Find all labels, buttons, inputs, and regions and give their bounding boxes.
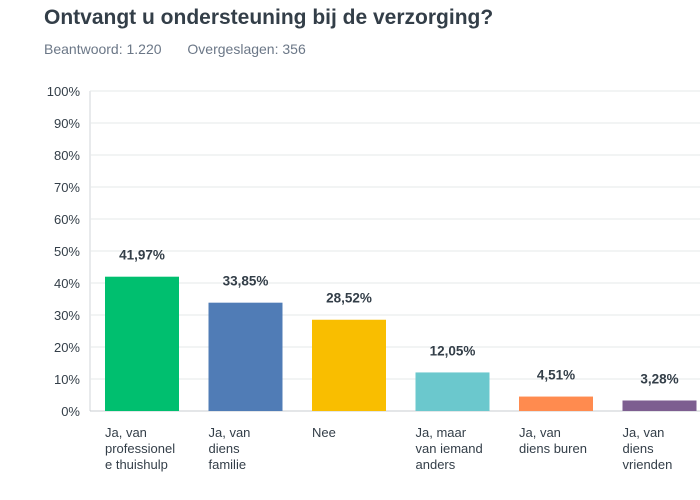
answered-count: Beantwoord: 1.220 — [44, 41, 162, 57]
bar — [415, 372, 490, 411]
x-category-label: Ja, van diens vrienden — [623, 425, 673, 472]
bar — [519, 396, 593, 411]
y-tick-label: 60% — [54, 212, 80, 227]
chart-title: Ontvangt u ondersteuning bij de verzorgi… — [44, 6, 494, 29]
bar-value-label: 41,97% — [119, 248, 165, 263]
response-stats: Beantwoord: 1.220 Overgeslagen: 356 — [44, 41, 328, 57]
y-tick-label: 20% — [54, 340, 80, 355]
y-tick-label: 30% — [54, 308, 80, 323]
x-category-label: Ja, van professionel e thuishulp — [105, 425, 175, 472]
y-tick-label: 70% — [54, 180, 80, 195]
y-tick-label: 50% — [54, 244, 80, 259]
bar-value-label: 12,05% — [430, 343, 476, 358]
x-category-label: Nee — [312, 425, 336, 440]
bar — [208, 302, 283, 411]
x-category-label: Ja, van diens familie — [209, 425, 251, 472]
bar — [622, 400, 697, 411]
bar-value-label: 4,51% — [537, 368, 575, 383]
y-tick-label: 0% — [61, 404, 80, 419]
x-category-label: Ja, van diens buren — [519, 425, 587, 456]
bar-value-label: 28,52% — [326, 291, 372, 306]
bar-value-label: 33,85% — [223, 274, 269, 289]
bar-value-label: 3,28% — [640, 372, 678, 387]
y-tick-label: 90% — [54, 116, 80, 131]
bar — [312, 319, 386, 411]
y-tick-label: 40% — [54, 276, 80, 291]
skipped-count: Overgeslagen: 356 — [187, 41, 306, 57]
y-tick-label: 10% — [54, 372, 80, 387]
bar — [105, 276, 179, 411]
x-category-label: Ja, maar van iemand anders — [416, 425, 483, 472]
y-tick-label: 80% — [54, 148, 80, 163]
y-tick-label: 100% — [47, 84, 81, 99]
